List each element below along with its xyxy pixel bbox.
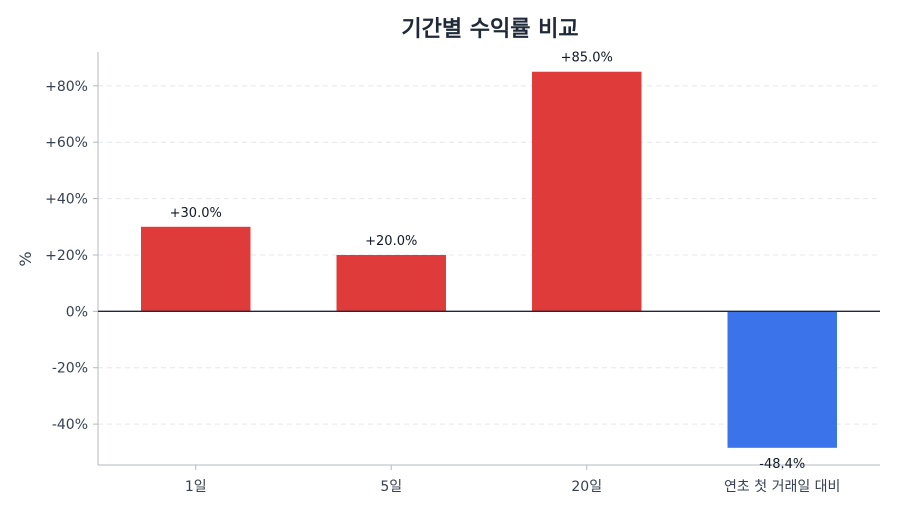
y-tick-label: 0% <box>66 304 88 320</box>
y-tick-label: +80% <box>45 79 88 95</box>
data-label: +20.0% <box>365 234 417 249</box>
data-label: -48.4% <box>759 457 805 472</box>
y-axis-label: % <box>16 251 35 266</box>
axes <box>93 52 880 470</box>
x-tick-labels: 1일 5일 20일 연초 첫 거래일 대비 <box>185 479 841 495</box>
y-tick-label: -20% <box>52 361 88 377</box>
y-tick-label: -40% <box>52 417 88 433</box>
x-tick-label: 연초 첫 거래일 대비 <box>724 479 840 495</box>
chart-title: 기간별 수익률 비교 <box>401 17 578 42</box>
bar <box>532 71 642 312</box>
x-tick-label: 20일 <box>571 479 602 495</box>
y-tick-label: +60% <box>45 135 88 151</box>
bar <box>336 254 446 312</box>
y-tick-label: +20% <box>45 248 88 264</box>
x-tick-label: 5일 <box>380 479 402 495</box>
bar <box>727 311 837 448</box>
y-tick-label: +40% <box>45 192 88 208</box>
data-labels: +30.0% +20.0% +85.0% -48.4% <box>170 51 806 472</box>
data-label: +30.0% <box>170 206 222 221</box>
bars <box>141 71 837 448</box>
x-tick-label: 1일 <box>185 479 207 495</box>
y-tick-labels: -40% -20% 0% +20% +40% +60% +80% <box>45 79 88 433</box>
data-label: +85.0% <box>561 51 613 66</box>
bar <box>141 226 251 312</box>
